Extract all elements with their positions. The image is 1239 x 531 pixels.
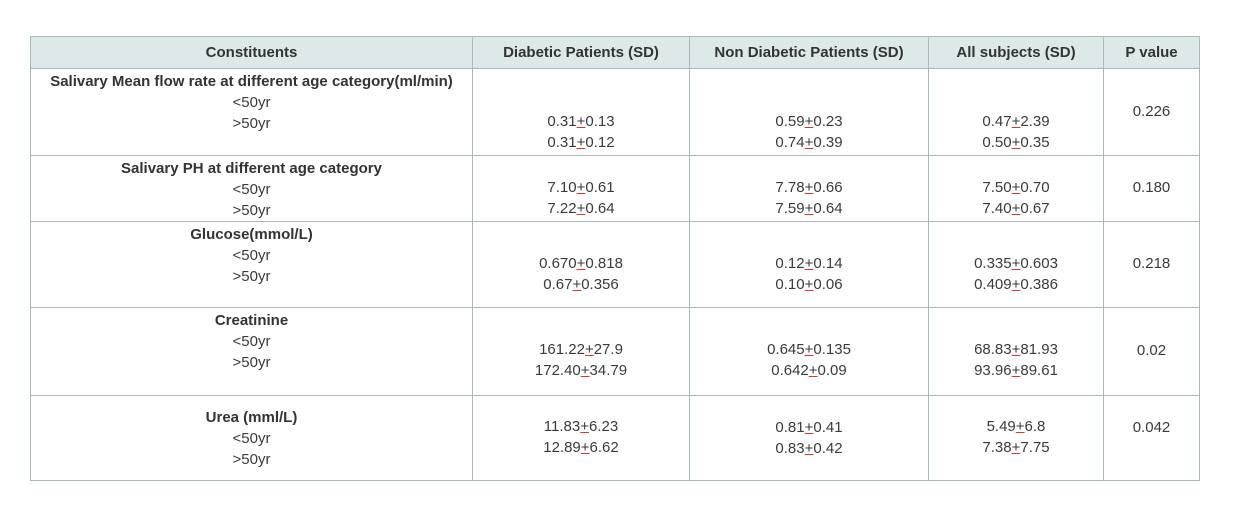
constituent-name: Glucose(mmol/L) [190,226,313,243]
mean-sd-value: 0.31+0.13 [547,113,615,130]
mean-sd-value: 0.670+0.818 [539,255,623,272]
p-value: 0.042 [1132,419,1171,436]
constituent-cell: Urea (mml/L) <50yr >50yr [30,395,473,481]
p-value: 0.180 [1132,179,1171,196]
all-subjects-cell: 0.335+0.603 0.409+0.386 [928,221,1104,308]
mean-sd-value: 0.81+0.41 [775,419,843,436]
constituent-cell: Creatinine <50yr >50yr [30,307,473,396]
diabetic-cell: 0.670+0.818 0.67+0.356 [472,221,690,308]
p-value: 0.02 [1136,342,1167,359]
p-value-cell: 0.218 [1103,221,1200,308]
diabetic-cell: 161.22+27.9 172.40+34.79 [472,307,690,396]
mean-sd-value: 12.89+6.62 [543,439,619,456]
p-value: 0.226 [1132,103,1171,120]
mean-sd-value: 7.50+0.70 [982,179,1050,196]
non-diabetic-cell: 7.78+0.66 7.59+0.64 [689,155,929,222]
p-value-cell: 0.042 [1103,395,1200,481]
constituent-name: Salivary PH at different age category [121,160,382,177]
diabetic-cell: 0.31+0.13 0.31+0.12 [472,68,690,156]
age-category-label: <50yr [232,430,271,447]
mean-sd-value: 0.10+0.06 [775,276,843,293]
non-diabetic-cell: 0.12+0.14 0.10+0.06 [689,221,929,308]
mean-sd-value: 11.83+6.23 [543,418,619,435]
mean-sd-value: 0.409+0.386 [974,276,1058,293]
mean-sd-value: 5.49+6.8 [986,418,1046,435]
non-diabetic-cell: 0.81+0.41 0.83+0.42 [689,395,929,481]
age-category-label: <50yr [232,247,271,264]
constituent-name: Creatinine [214,312,289,329]
p-value-cell: 0.180 [1103,155,1200,222]
age-category-label: <50yr [232,333,271,350]
table-row: Salivary PH at different age category <50… [30,155,1200,222]
mean-sd-value: 0.59+0.23 [775,113,843,130]
non-diabetic-cell: 0.59+0.23 0.74+0.39 [689,68,929,156]
header-constituents: Constituents [30,36,473,69]
non-diabetic-cell: 0.645+0.135 0.642+0.09 [689,307,929,396]
age-category-label: <50yr [232,94,271,111]
mean-sd-value: 0.645+0.135 [767,341,851,358]
table-row: Glucose(mmol/L) <50yr >50yr 0.670+0.818 0.67… [30,221,1200,308]
all-subjects-cell: 68.83+81.93 93.96+89.61 [928,307,1104,396]
mean-sd-value: 0.31+0.12 [547,134,615,151]
p-value-cell: 0.226 [1103,68,1200,156]
age-category-label: >50yr [232,202,271,219]
mean-sd-value: 0.335+0.603 [974,255,1058,272]
constituent-cell: Salivary Mean flow rate at different age… [30,68,473,156]
mean-sd-value: 0.12+0.14 [775,255,843,272]
constituent-cell: Salivary PH at different age category <50… [30,155,473,222]
mean-sd-value: 172.40+34.79 [534,362,628,379]
all-subjects-cell: 7.50+0.70 7.40+0.67 [928,155,1104,222]
header-diabetic: Diabetic Patients (SD) [472,36,690,69]
p-value: 0.218 [1132,255,1171,272]
mean-sd-value: 0.47+2.39 [982,113,1050,130]
table-row: Urea (mml/L) <50yr >50yr 11.83+6.23 12.89+6.… [30,395,1200,481]
mean-sd-value: 68.83+81.93 [974,341,1058,358]
mean-sd-value: 7.22+0.64 [547,200,615,217]
mean-sd-value: 7.10+0.61 [547,179,615,196]
mean-sd-value: 7.78+0.66 [775,179,843,196]
all-subjects-cell: 0.47+2.39 0.50+0.35 [928,68,1104,156]
mean-sd-value: 7.40+0.67 [982,200,1050,217]
constituent-cell: Glucose(mmol/L) <50yr >50yr [30,221,473,308]
mean-sd-value: 7.59+0.64 [775,200,843,217]
header-all-subjects: All subjects (SD) [928,36,1104,69]
results-table: Constituents Diabetic Patients (SD) Non … [30,36,1200,481]
age-category-label: >50yr [232,354,271,371]
mean-sd-value: 0.74+0.39 [775,134,843,151]
mean-sd-value: 0.50+0.35 [982,134,1050,151]
mean-sd-value: 0.83+0.42 [775,440,843,457]
constituent-name: Urea (mml/L) [205,409,298,426]
constituent-name: Salivary Mean flow rate at different age… [50,73,453,90]
table-row: Creatinine <50yr >50yr 161.22+27.9 172.40+34… [30,307,1200,396]
age-category-label: >50yr [232,451,271,468]
header-row: Constituents Diabetic Patients (SD) Non … [30,36,1200,69]
mean-sd-value: 161.22+27.9 [539,341,623,358]
header-non-diabetic: Non Diabetic Patients (SD) [689,36,929,69]
diabetic-cell: 11.83+6.23 12.89+6.62 [472,395,690,481]
header-p-value: P value [1103,36,1200,69]
mean-sd-value: 93.96+89.61 [974,362,1058,379]
p-value-cell: 0.02 [1103,307,1200,396]
age-category-label: >50yr [232,268,271,285]
mean-sd-value: 0.642+0.09 [771,362,847,379]
diabetic-cell: 7.10+0.61 7.22+0.64 [472,155,690,222]
age-category-label: >50yr [232,115,271,132]
all-subjects-cell: 5.49+6.8 7.38+7.75 [928,395,1104,481]
table-row: Salivary Mean flow rate at different age… [30,68,1200,156]
mean-sd-value: 0.67+0.356 [543,276,619,293]
age-category-label: <50yr [232,181,271,198]
mean-sd-value: 7.38+7.75 [982,439,1050,456]
